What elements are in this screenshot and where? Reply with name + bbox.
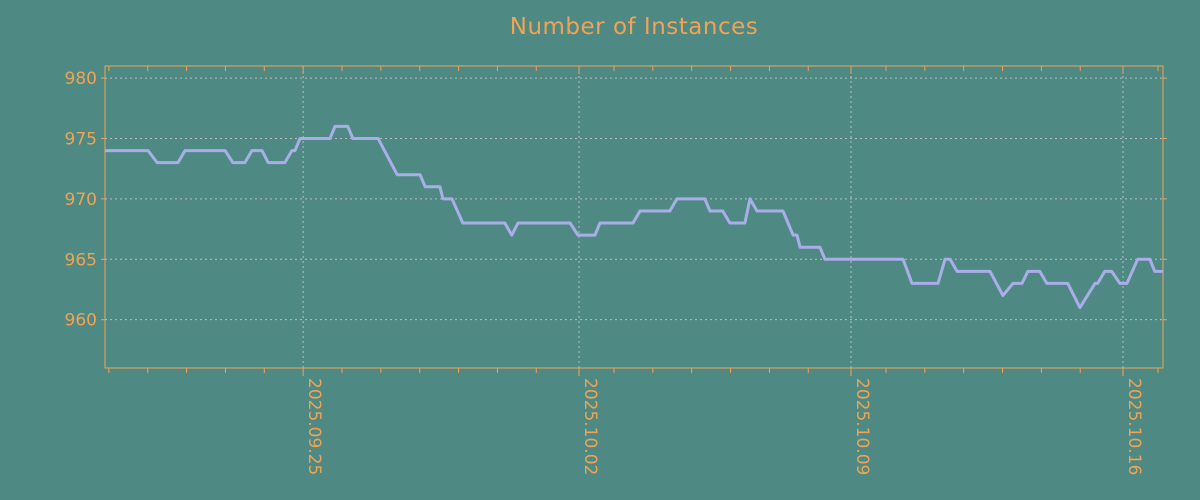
x-tick-label: 2025.10.02 xyxy=(580,378,600,475)
y-tick-label: 980 xyxy=(65,69,97,89)
chart-title: Number of Instances xyxy=(509,14,759,40)
x-tick-label: 2025.10.09 xyxy=(852,378,872,475)
plot-frame xyxy=(104,65,1164,369)
x-tick-label: 2025.09.25 xyxy=(304,378,324,475)
instances-line xyxy=(105,124,1163,310)
y-tick-label: 975 xyxy=(65,129,97,149)
y-tick-label: 965 xyxy=(65,250,97,270)
y-tick-label: 960 xyxy=(65,311,97,331)
x-tick-label: 2025.10.16 xyxy=(1124,378,1144,475)
y-tick-label: 970 xyxy=(65,190,97,210)
